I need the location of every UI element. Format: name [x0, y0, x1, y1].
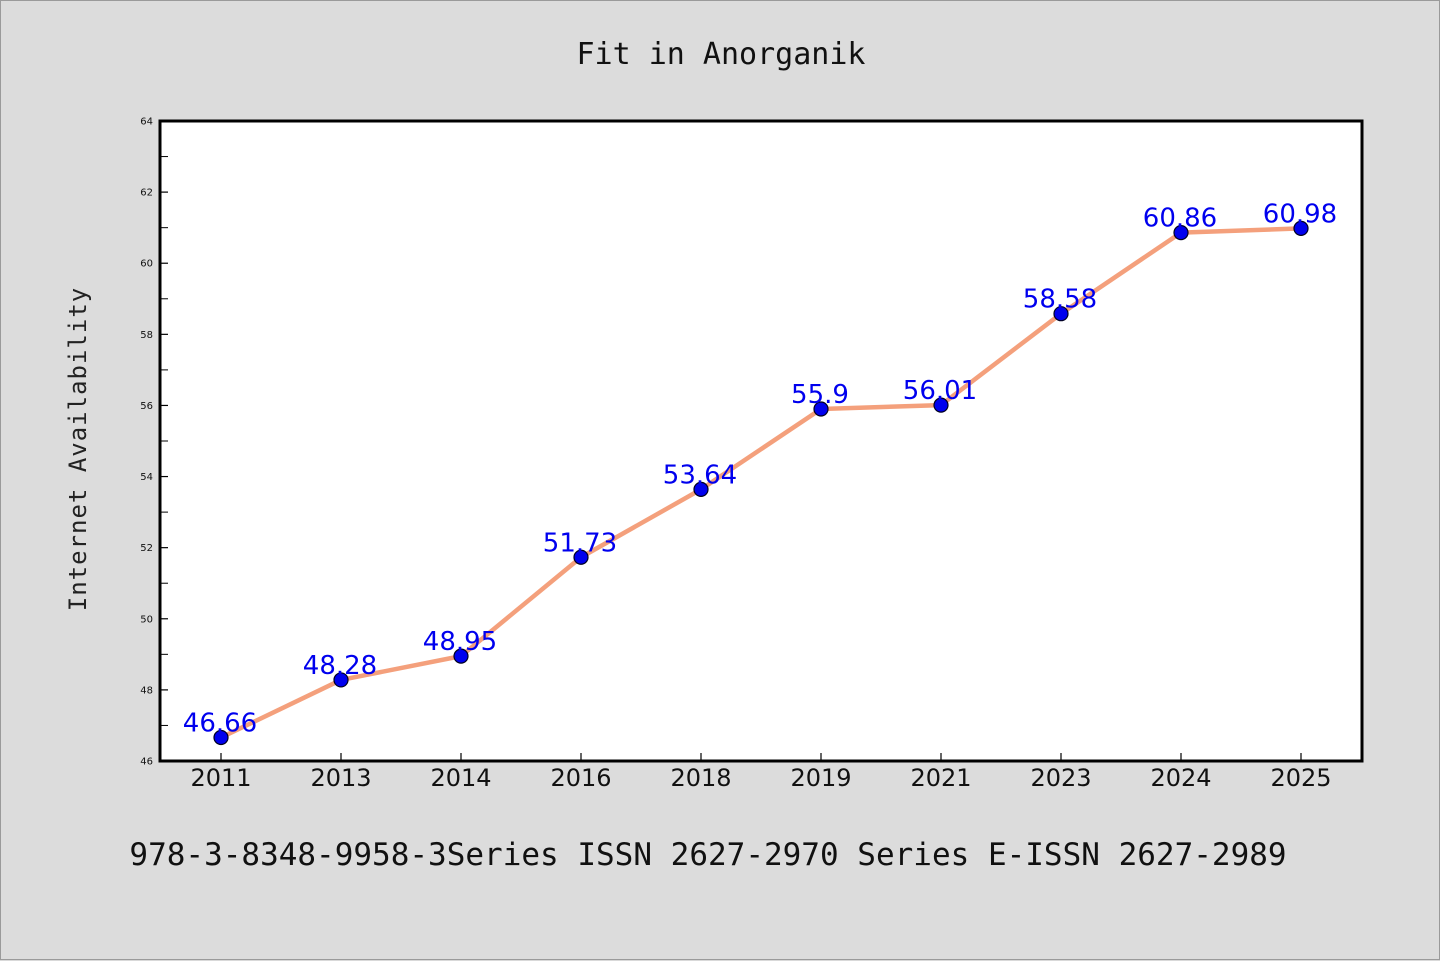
x-tick-label: 2023	[1030, 764, 1091, 792]
data-label: 46.66	[183, 709, 257, 739]
data-label: 56.01	[903, 376, 977, 406]
data-point	[213, 729, 229, 746]
data-label: 60.86	[1143, 204, 1217, 234]
data-label: 55.9	[791, 380, 849, 410]
data-label: 51.73	[543, 528, 617, 558]
plot-area	[158, 119, 1364, 763]
y-tick-label: 60	[140, 259, 153, 270]
y-axis: 46 48 50 52 54 56 58 60 62 64	[140, 117, 168, 768]
data-point	[333, 672, 349, 688]
x-tick-label: 2021	[910, 764, 971, 792]
y-tick-label: 46	[140, 757, 153, 768]
x-tick-label: 2025	[1270, 764, 1331, 792]
data-point	[1293, 220, 1309, 236]
y-tick-label: 50	[140, 614, 153, 625]
data-label: 48.28	[303, 651, 377, 681]
x-tick-label: 2014	[430, 764, 491, 792]
x-axis: 2011 2013 2014 2016 2018 2019 2021 2023 2024 2025	[190, 753, 1332, 792]
data-point	[1173, 225, 1189, 241]
data-label: 48.95	[423, 627, 497, 657]
y-tick-label: 58	[140, 330, 153, 341]
series-line	[218, 226, 1304, 740]
y-tick-label: 56	[140, 401, 153, 412]
data-point	[453, 648, 469, 664]
y-tick-label: 54	[140, 472, 153, 483]
x-tick-label: 2019	[790, 764, 851, 792]
data-point	[933, 397, 949, 413]
series-markers	[213, 220, 1309, 746]
x-tick-label: 2013	[310, 764, 371, 792]
x-tick-label: 2016	[550, 764, 611, 792]
data-point	[1053, 306, 1069, 322]
data-labels: 46.66 48.28 48.95 51.73 53.64 55.9 56.01 58.58 6…	[183, 199, 1337, 738]
y-tick-label: 64	[140, 117, 153, 128]
data-point	[693, 481, 709, 497]
y-tick-label: 62	[140, 188, 153, 199]
x-tick-label: 2024	[1150, 764, 1211, 792]
data-label: 53.64	[663, 460, 737, 490]
chart-title: Fit in Anorganik	[577, 37, 866, 72]
data-label: 60.98	[1263, 199, 1337, 229]
x-tick-label: 2011	[190, 764, 251, 792]
y-tick-label: 52	[140, 543, 153, 554]
series-polyline	[218, 226, 1304, 740]
data-point	[813, 401, 829, 417]
y-axis-label: Internet Availability	[64, 287, 92, 611]
data-point	[573, 549, 589, 565]
footer-isbn-text: 978-3-8348-9958-3Series ISSN 2627-2970 S…	[129, 837, 1286, 873]
data-label: 58.58	[1023, 285, 1097, 315]
y-tick-label: 48	[140, 685, 153, 696]
x-tick-label: 2018	[670, 764, 731, 792]
